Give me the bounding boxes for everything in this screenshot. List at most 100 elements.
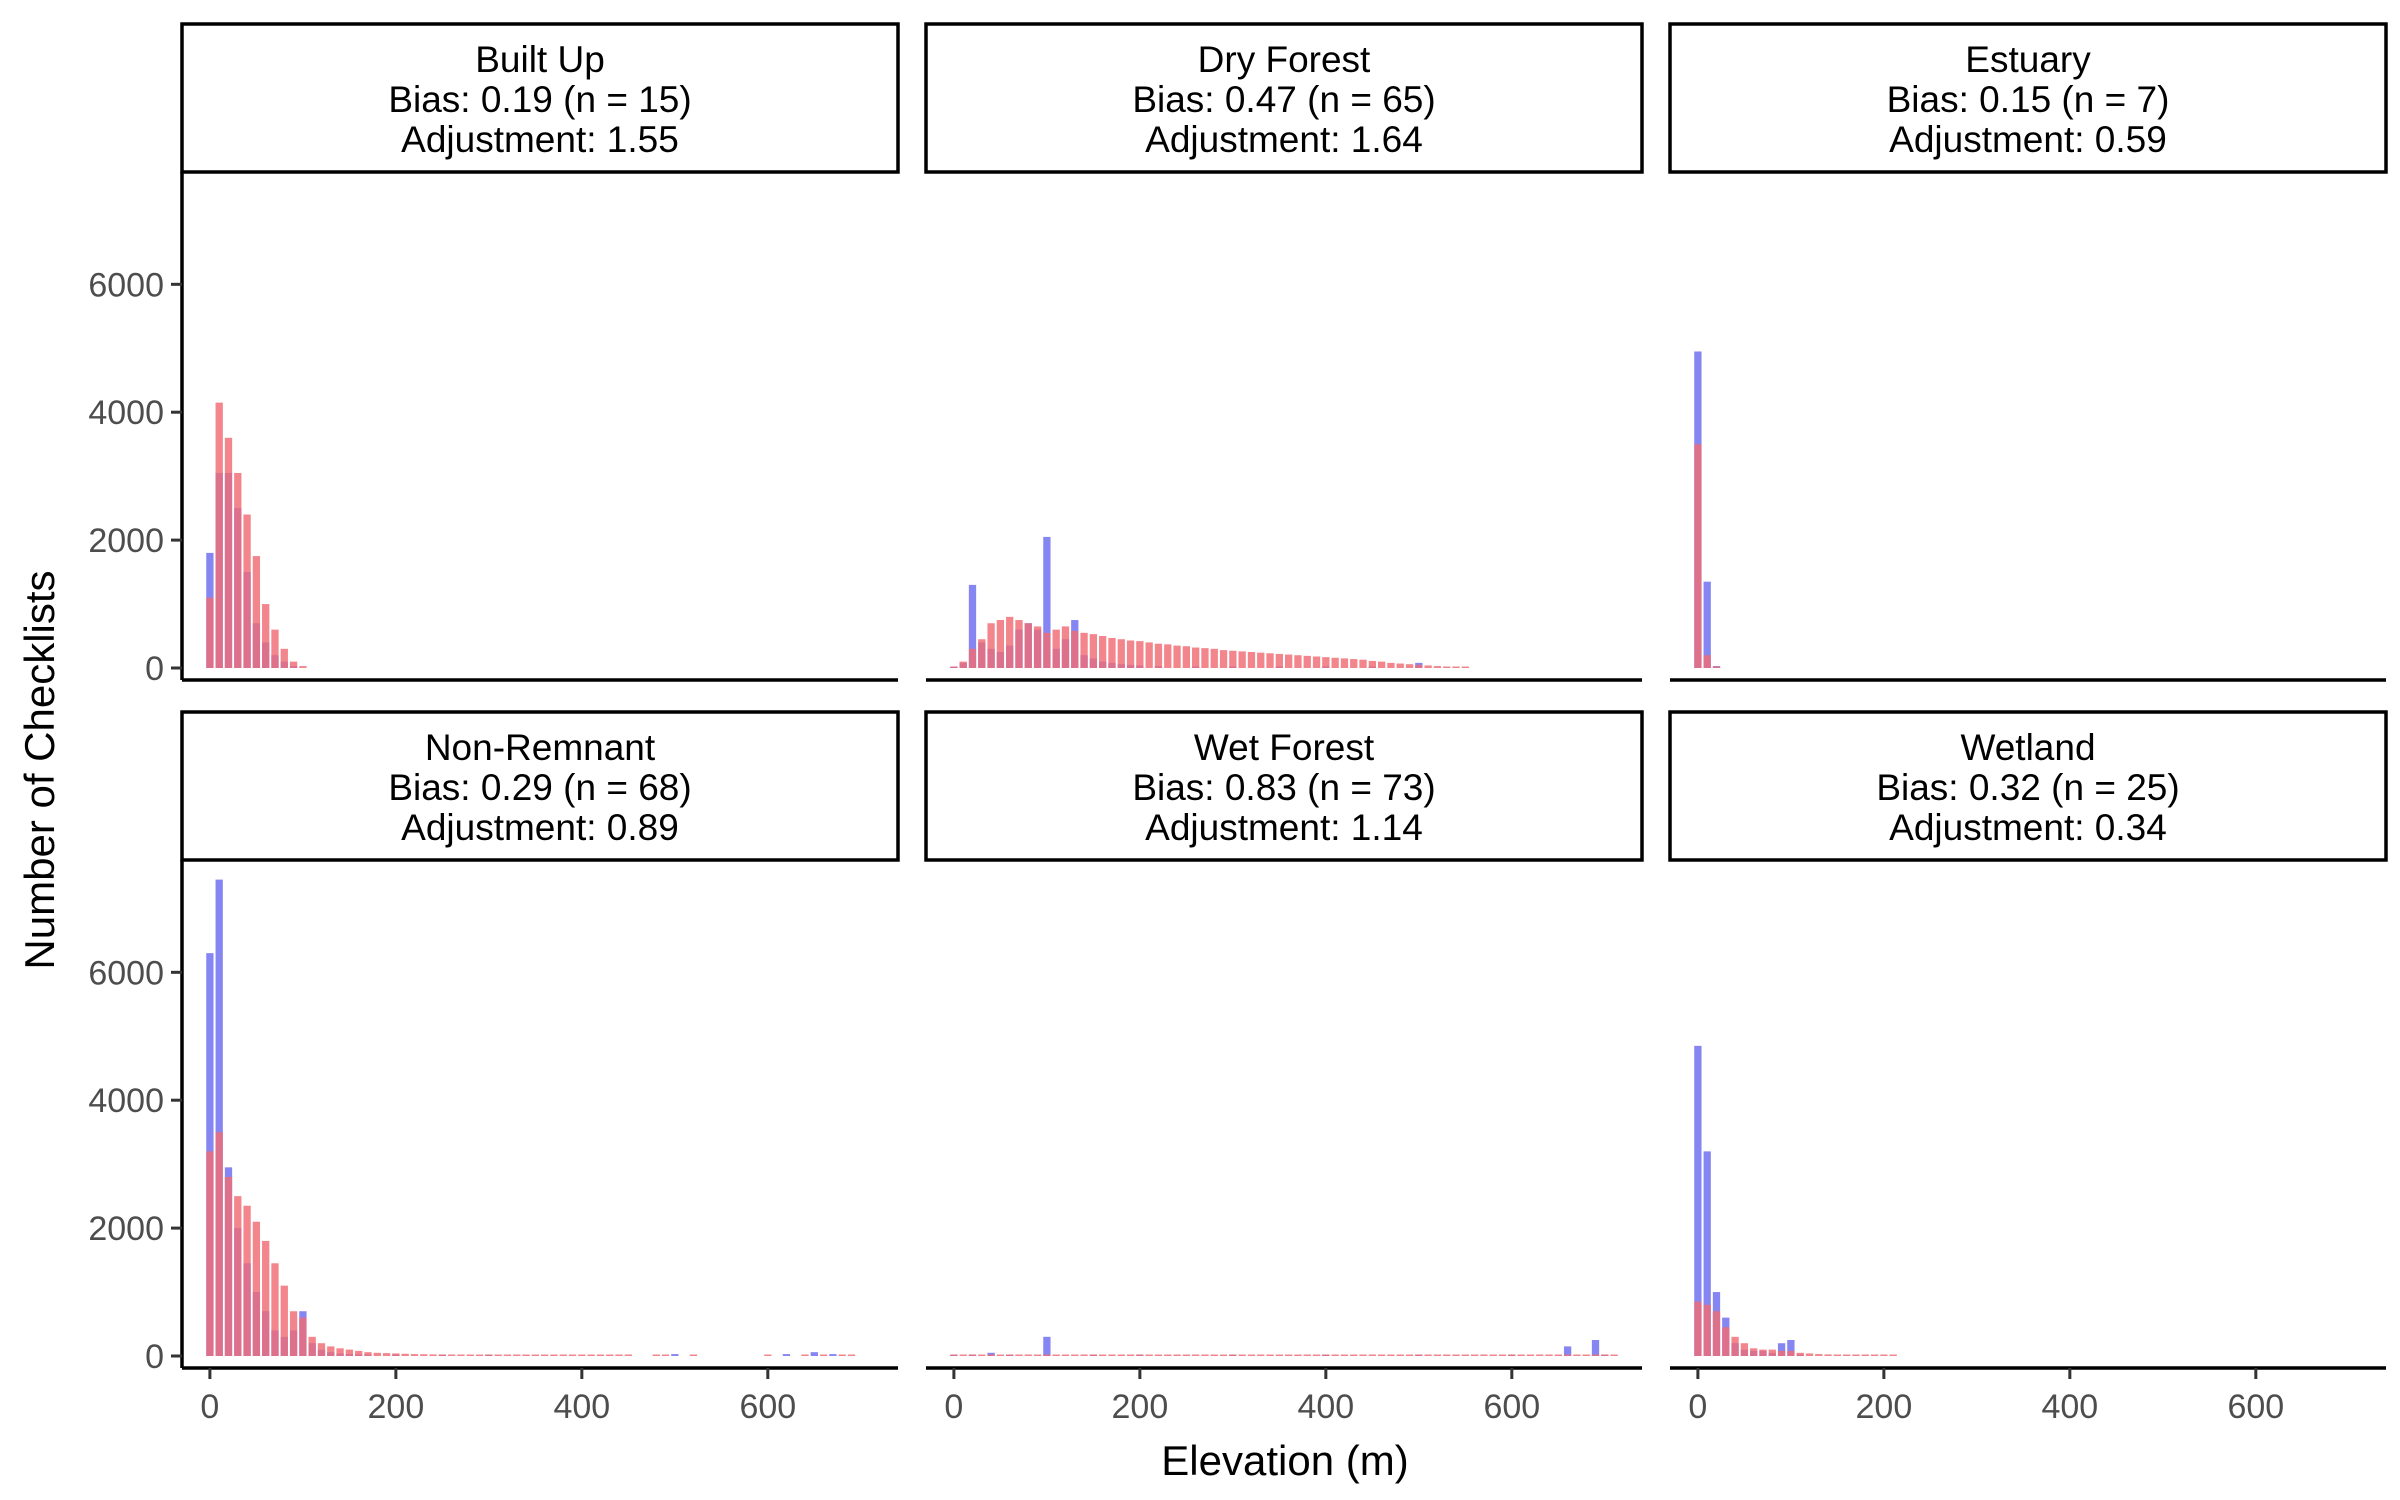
series-2-bar xyxy=(1303,655,1311,668)
series-1-bar xyxy=(1043,1336,1051,1356)
series-2-bar xyxy=(1099,1354,1107,1356)
series-2-bar xyxy=(429,1354,437,1356)
series-2-bar xyxy=(1192,647,1200,668)
series-2-bar xyxy=(1722,1327,1730,1356)
series-2-bar xyxy=(1145,642,1153,668)
series-2-bar xyxy=(1703,1304,1711,1356)
series-2-bar xyxy=(1061,626,1070,668)
series-2-bar xyxy=(1712,666,1721,668)
panel-title: Non-Remnant xyxy=(425,727,656,768)
series-2-bar xyxy=(410,1354,419,1356)
series-2-bar xyxy=(1405,1354,1414,1356)
series-2-bar xyxy=(1508,1354,1516,1356)
series-2-bar xyxy=(1154,643,1163,668)
series-2-bar xyxy=(1247,652,1256,668)
series-2-bar xyxy=(1340,1354,1349,1356)
series-2-bar xyxy=(1033,1354,1042,1356)
series-2-bar xyxy=(1870,1354,1879,1356)
series-2-bar xyxy=(1350,1354,1358,1356)
panel-adjustment-label: Adjustment: 1.14 xyxy=(1145,807,1423,848)
series-2-bar xyxy=(819,1354,828,1356)
x-tick-label: 200 xyxy=(368,1388,425,1426)
series-2-bar xyxy=(1285,1354,1293,1356)
y-tick-label: 6000 xyxy=(88,954,164,992)
series-2-bar xyxy=(1006,1354,1014,1356)
series-2-bar xyxy=(420,1354,428,1356)
panel-adjustment-label: Adjustment: 0.59 xyxy=(1889,119,2167,160)
strip-wetland xyxy=(1668,710,2388,862)
series-2-bar xyxy=(606,1354,614,1356)
series-2-bar xyxy=(215,1132,223,1356)
series-2-bar xyxy=(1080,1354,1088,1356)
panel-bias-label: Bias: 0.83 (n = 73) xyxy=(1132,767,1435,808)
series-2-bar xyxy=(1452,666,1460,668)
panel-bias-label: Bias: 0.15 (n = 7) xyxy=(1887,79,2170,120)
series-2-bar xyxy=(299,666,307,668)
series-2-bar xyxy=(1257,1354,1265,1356)
series-2-bar xyxy=(1322,1354,1330,1356)
series-2-bar xyxy=(1601,1354,1609,1356)
series-2-bar xyxy=(1145,1354,1153,1356)
series-2-bar xyxy=(1582,1354,1590,1356)
series-2-bar xyxy=(1498,1354,1507,1356)
series-2-bar xyxy=(1312,1354,1321,1356)
series-2-bar xyxy=(652,1354,660,1356)
series-2-bar xyxy=(1210,1354,1218,1356)
series-2-bar xyxy=(1712,1311,1721,1356)
series-2-bar xyxy=(987,623,995,668)
series-2-bar xyxy=(1396,1354,1404,1356)
series-2-bar xyxy=(336,1348,344,1356)
x-tick-label: 200 xyxy=(1112,1388,1169,1426)
series-2-bar xyxy=(559,1354,567,1356)
series-2-bar xyxy=(1126,640,1135,668)
series-2-bar xyxy=(1368,660,1376,668)
series-2-bar xyxy=(1852,1354,1860,1356)
strip-dry-forest xyxy=(924,22,1644,174)
series-2-bar xyxy=(1461,666,1469,668)
series-2-bar xyxy=(1015,1354,1023,1356)
series-2-bar xyxy=(1424,665,1432,668)
panel-adjustment-label: Adjustment: 1.55 xyxy=(401,119,679,160)
series-2-bar xyxy=(1377,1354,1386,1356)
series-2-bar xyxy=(317,1343,326,1356)
series-2-bar xyxy=(1350,659,1358,668)
series-2-bar xyxy=(1117,1354,1125,1356)
series-2-bar xyxy=(327,1346,335,1356)
series-2-bar xyxy=(1591,1354,1600,1356)
series-1-bar xyxy=(1703,1151,1711,1356)
series-2-bar xyxy=(1275,653,1283,668)
series-2-bar xyxy=(1052,629,1060,668)
series-2-bar xyxy=(1368,1354,1376,1356)
series-2-bar xyxy=(206,597,214,668)
series-2-bar xyxy=(1470,1354,1479,1356)
series-2-bar xyxy=(1052,1354,1060,1356)
series-2-bar xyxy=(1694,1301,1702,1356)
series-2-bar xyxy=(1759,1349,1767,1356)
series-2-bar xyxy=(271,629,279,668)
series-2-bar xyxy=(280,648,288,668)
series-2-bar xyxy=(382,1353,391,1356)
panel-bias-label: Bias: 0.19 (n = 15) xyxy=(388,79,691,120)
series-2-bar xyxy=(243,514,251,668)
series-2-bar xyxy=(1126,1354,1135,1356)
series-2-bar xyxy=(1787,1350,1795,1356)
series-2-bar xyxy=(1182,1354,1191,1356)
series-2-bar xyxy=(1164,644,1172,668)
series-2-bar xyxy=(1006,616,1014,668)
series-2-bar xyxy=(1061,1354,1070,1356)
series-2-bar xyxy=(513,1354,521,1356)
x-tick-label: 600 xyxy=(739,1388,796,1426)
panel-adjustment-label: Adjustment: 1.64 xyxy=(1145,119,1423,160)
series-2-bar xyxy=(271,1263,279,1356)
panel-title: Built Up xyxy=(475,39,605,80)
series-2-bar xyxy=(234,1196,242,1356)
x-axis-title: Elevation (m) xyxy=(1161,1437,1408,1484)
series-1-bar xyxy=(1563,1346,1572,1356)
series-1-bar xyxy=(1787,1340,1795,1356)
series-2-bar xyxy=(968,648,977,668)
series-2-bar xyxy=(1452,1354,1460,1356)
